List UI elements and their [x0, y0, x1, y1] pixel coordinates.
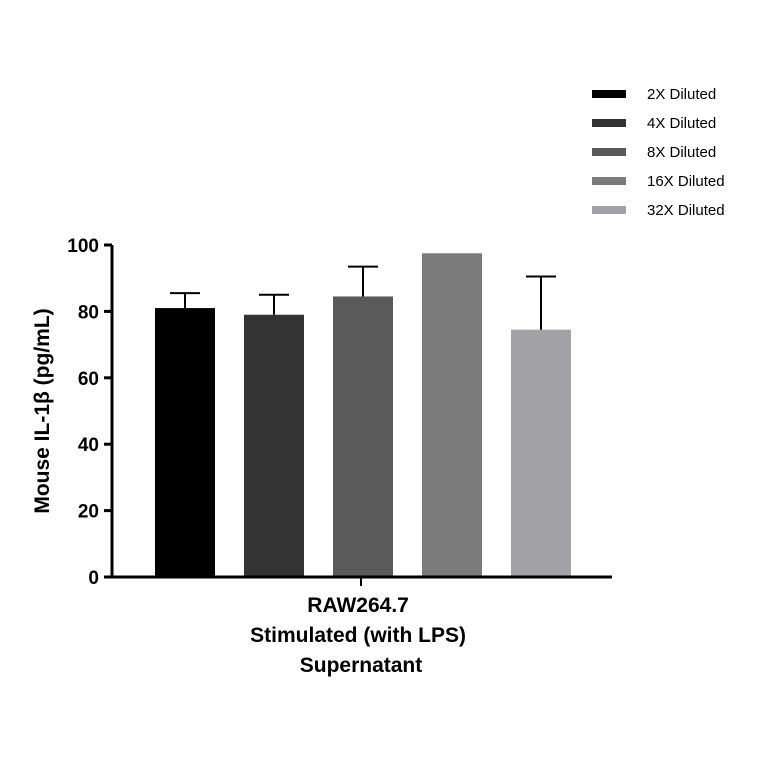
y-tick-label: 40 — [78, 435, 99, 456]
legend-label-1: 2X Diluted — [647, 86, 716, 103]
legend-swatch-1 — [592, 90, 626, 98]
legend-label-4: 16X Diluted — [647, 173, 725, 190]
bar-3 — [333, 296, 393, 577]
bars — [155, 253, 571, 578]
x-axis-label-line-2: Stimulated (with LPS) — [250, 624, 466, 647]
bar-2 — [244, 314, 304, 577]
error-bars — [170, 265, 556, 330]
legend-swatch-4 — [592, 177, 626, 185]
x-axis-label-line-3: Supernatant — [300, 654, 423, 677]
y-tick-label: 0 — [88, 568, 99, 589]
y-axis: 0 20 40 60 80 100 — [67, 236, 114, 589]
bar-5 — [511, 329, 571, 577]
legend-swatch-3 — [592, 148, 626, 156]
bar-1 — [155, 308, 215, 577]
legend-swatch-5 — [592, 206, 626, 214]
bar-4 — [422, 253, 482, 578]
legend-label-2: 4X Diluted — [647, 115, 716, 132]
x-axis-label: RAW264.7 Stimulated (with LPS) Supernata… — [250, 594, 472, 677]
legend-label-5: 32X Diluted — [647, 202, 725, 219]
legend-label-3: 8X Diluted — [647, 144, 716, 161]
y-tick-label: 80 — [78, 302, 99, 323]
legend-swatch-2 — [592, 119, 626, 127]
y-tick-label: 20 — [78, 502, 99, 523]
x-axis-label-line-1: RAW264.7 — [307, 594, 409, 617]
x-axis — [110, 575, 612, 586]
legend: 2X Diluted 4X Diluted 8X Diluted 16X Dilute… — [592, 86, 725, 219]
y-tick-label: 60 — [78, 369, 99, 390]
y-tick-label: 100 — [67, 236, 99, 257]
y-axis-label: Mouse IL-1β (pg/mL) — [31, 308, 54, 513]
